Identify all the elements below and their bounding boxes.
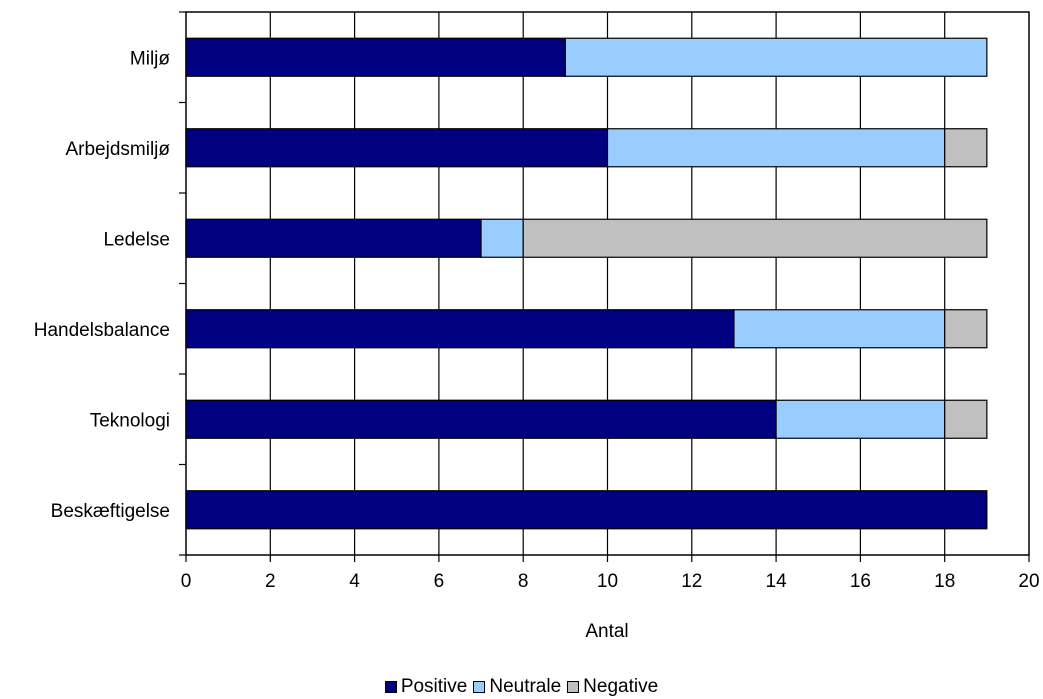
x-tick-label: 2 <box>265 571 276 592</box>
bar-negative <box>944 399 988 439</box>
legend-item-negative: Negative <box>567 676 658 698</box>
x-tick-label: 20 <box>1018 571 1039 592</box>
y-category-label: Beskæftigelse <box>51 501 170 522</box>
x-tick-label: 14 <box>766 571 788 592</box>
bar-positive <box>185 37 566 77</box>
legend-label-negative: Negative <box>583 676 659 697</box>
y-category-label: Ledelse <box>103 229 170 250</box>
legend-swatch-positive <box>384 681 397 693</box>
legend-item-neutrale: Neutrale <box>473 676 561 698</box>
bar-neutrale <box>733 309 946 349</box>
x-tick-label: 16 <box>850 571 871 592</box>
bars <box>185 37 988 530</box>
bar-positive <box>185 490 988 530</box>
bar-neutrale <box>775 399 946 439</box>
legend-item-positive: Positive <box>384 676 468 698</box>
x-tick-label: 0 <box>181 571 192 592</box>
legend-label-positive: Positive <box>400 676 468 697</box>
bar-neutrale <box>480 218 524 258</box>
x-tick-label: 18 <box>934 571 955 592</box>
gridlines <box>269 12 946 555</box>
bar-positive <box>185 399 777 439</box>
x-tick-label: 10 <box>597 571 618 592</box>
bar-positive <box>185 309 735 349</box>
x-tick-label: 6 <box>434 571 445 592</box>
bar-neutrale <box>564 37 988 77</box>
bar-negative <box>944 128 988 168</box>
y-category-label: Teknologi <box>90 410 170 431</box>
y-category-label: Handelsbalance <box>34 320 170 341</box>
x-tick-label: 8 <box>518 571 529 592</box>
y-axis: Miljø Arbejdsmiljø Ledelse Handelsbalance Te… <box>34 11 186 556</box>
bar-positive <box>185 218 482 258</box>
x-tick-label: 4 <box>349 571 360 592</box>
legend-label-neutrale: Neutrale <box>489 676 562 697</box>
legend: Positive Neutrale Negative <box>0 676 1043 698</box>
bar-neutrale <box>606 128 946 168</box>
bar-negative <box>522 218 988 258</box>
y-category-label: Miljø <box>130 48 170 69</box>
bar-negative <box>944 309 988 349</box>
legend-swatch-neutrale <box>473 681 486 693</box>
legend-swatch-negative <box>567 681 580 693</box>
x-axis-label: Antal <box>585 621 628 642</box>
x-axis: 0 2 4 6 8 10 12 14 16 18 20 <box>181 555 1040 592</box>
bar-positive <box>185 128 609 168</box>
x-tick-label: 12 <box>681 571 702 592</box>
y-category-label: Arbejdsmiljø <box>65 139 170 160</box>
